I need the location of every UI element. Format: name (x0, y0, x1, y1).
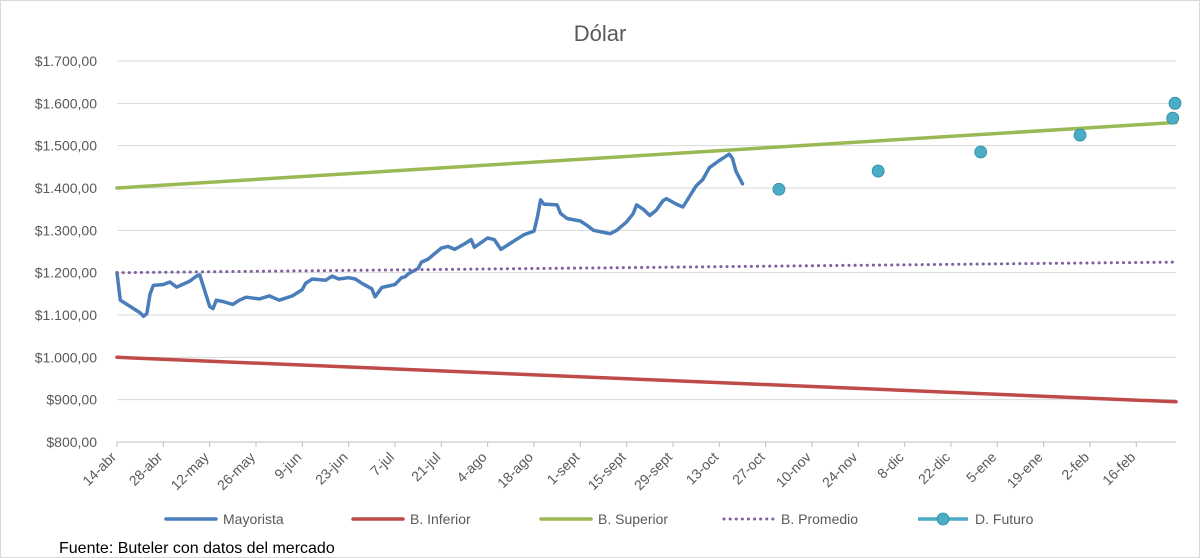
y-tick-label: $1.500,00 (35, 138, 97, 154)
x-tick-label: 19-ene (1004, 449, 1046, 491)
x-tick-label: 21-jul (408, 449, 444, 485)
x-tick-label: 15-sept (584, 449, 628, 493)
b-inferior-line (115, 355, 1178, 404)
legend-label-d-futuro: D. Futuro (975, 511, 1034, 527)
x-tick-label: 16-feb (1099, 449, 1139, 489)
x-tick-label: 26-may (214, 449, 258, 493)
mayorista-line (115, 152, 745, 319)
x-tick-label: 4-ago (453, 449, 490, 486)
x-tick-label: 14-abr (79, 449, 119, 489)
legend-label-mayorista: Mayorista (223, 511, 284, 527)
y-tick-label: $1.400,00 (35, 180, 97, 196)
x-tick-label: 28-abr (126, 449, 166, 489)
d-futuro-marker (1166, 111, 1180, 125)
x-tick-label: 27-oct (729, 449, 768, 488)
legend-label-b-promedio: B. Promedio (781, 511, 858, 527)
legend-label-b-inferior: B. Inferior (410, 511, 471, 527)
legend-marker-d-futuro (936, 512, 950, 526)
d-futuro-marker (871, 164, 885, 178)
d-futuro-marker (772, 182, 786, 196)
x-tick-label: 5-ene (963, 449, 1000, 486)
b-superior-line (115, 120, 1178, 190)
x-tick-label: 12-may (167, 449, 211, 493)
y-tick-label: $1.200,00 (35, 265, 97, 281)
x-axis: 14-abr 28-abr 12-may 26-may 9-jun 23-jun 7-jul… (79, 441, 1176, 493)
x-tick-label: 23-jun (312, 449, 351, 488)
x-tick-label: 7-jul (367, 449, 397, 479)
x-tick-label: 18-ago (494, 449, 536, 491)
d-futuro-marker (974, 145, 988, 159)
plot-area (115, 96, 1182, 404)
y-tick-label: $1.700,00 (35, 53, 97, 69)
x-tick-label: 22-dic (915, 449, 953, 487)
b-promedio-line (115, 260, 1178, 275)
y-tick-label: $800,00 (46, 434, 97, 450)
x-tick-label: 24-nov (819, 449, 861, 491)
legend-label-b-superior: B. Superior (598, 511, 668, 527)
y-axis-labels: $800,00 $900,00 $1.000,00 $1.100,00 $1.200,0… (35, 53, 98, 450)
source-note: Fuente: Buteler con datos del mercado (59, 540, 335, 557)
x-tick-label: 10-nov (773, 449, 815, 491)
y-tick-label: $900,00 (46, 392, 97, 408)
d-futuro-marker (1073, 128, 1087, 142)
y-tick-label: $1.000,00 (35, 349, 97, 365)
x-tick-label: 9-jun (271, 449, 304, 482)
legend: Mayorista B. Inferior B. Superior B. Promed… (164, 511, 1034, 527)
y-tick-label: $1.300,00 (35, 222, 97, 238)
x-tick-label: 2-feb (1058, 449, 1092, 483)
x-tick-label: 8-dic (874, 449, 907, 482)
d-futuro-marker (1168, 96, 1182, 110)
x-tick-label: 13-oct (683, 449, 722, 488)
gridlines (117, 60, 1176, 443)
y-tick-label: $1.100,00 (35, 307, 97, 323)
x-tick-label: 1-sept (544, 449, 583, 488)
y-tick-label: $1.600,00 (35, 95, 97, 111)
x-tick-label: 29-sept (631, 449, 675, 493)
chart-title: Dólar (574, 21, 627, 46)
